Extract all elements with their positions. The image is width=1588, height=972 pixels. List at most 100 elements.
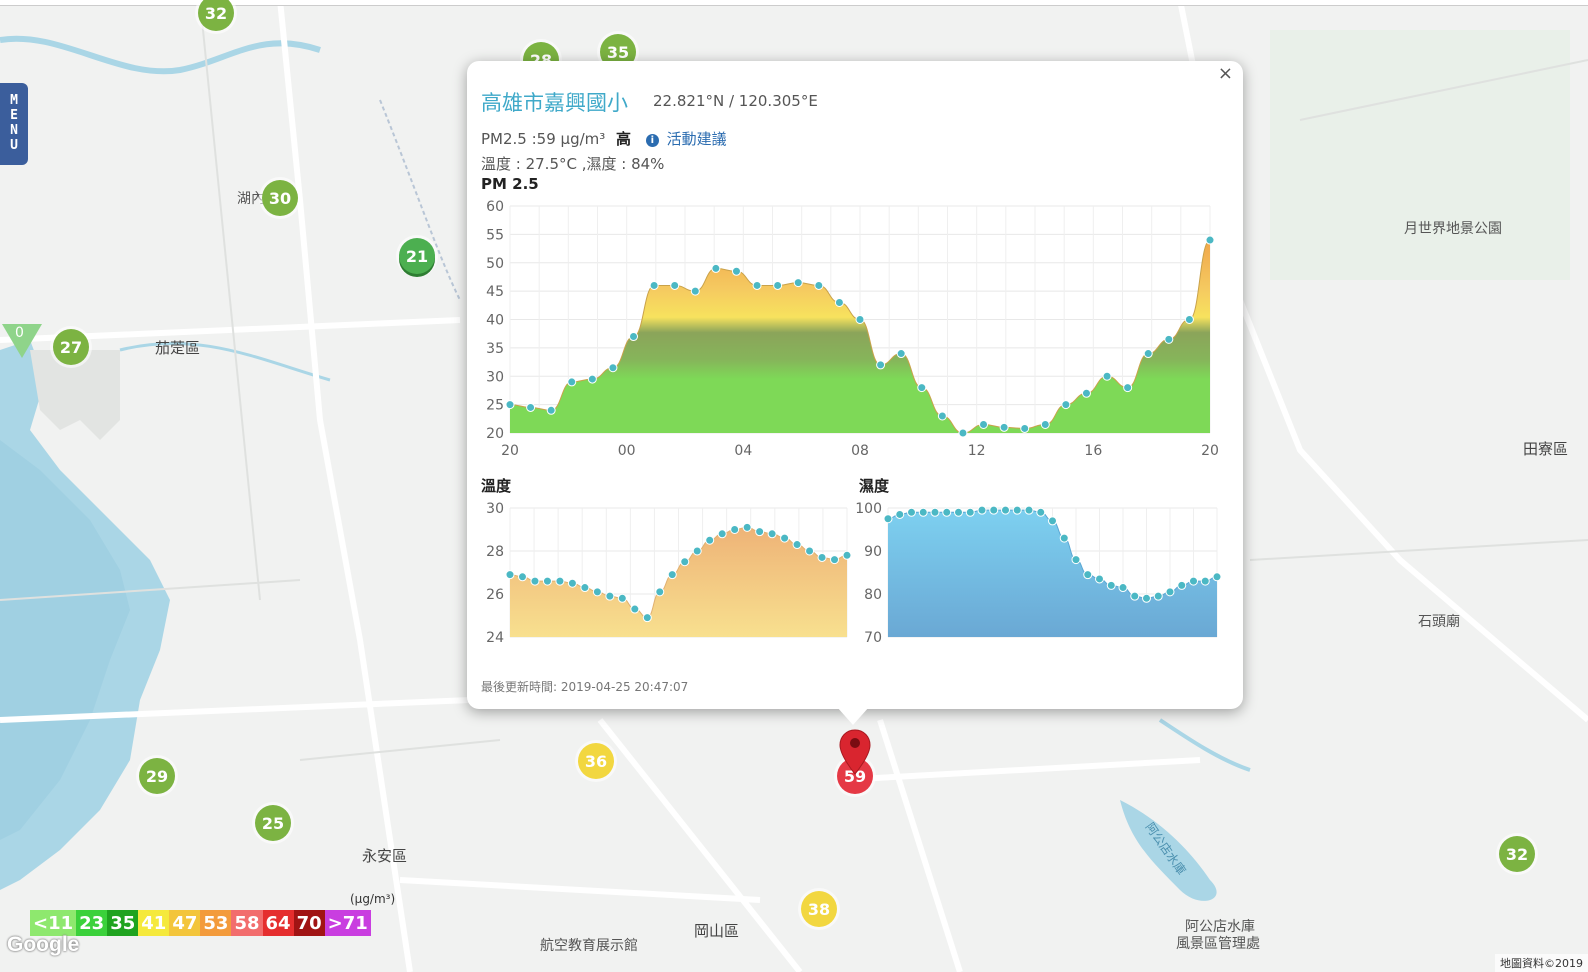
station-coordinates: 22.821°N / 120.305°E bbox=[653, 92, 818, 110]
data-point bbox=[817, 552, 827, 562]
location-pin-icon[interactable] bbox=[838, 728, 872, 776]
series-line bbox=[509, 526, 848, 619]
data-point bbox=[767, 529, 777, 539]
data-point bbox=[842, 550, 852, 560]
place-label: 風景區管理處 bbox=[1176, 936, 1260, 952]
data-point bbox=[793, 278, 803, 288]
data-point bbox=[517, 572, 527, 582]
data-point bbox=[1177, 580, 1187, 590]
data-point bbox=[773, 280, 783, 290]
aqi-marker-triangle[interactable] bbox=[2, 324, 42, 358]
data-point bbox=[605, 591, 615, 601]
y-tick-label: 30 bbox=[486, 369, 504, 385]
data-point bbox=[883, 514, 893, 524]
data-point bbox=[526, 402, 536, 412]
place-label: 月世界地景公園 bbox=[1404, 221, 1502, 237]
menu-label: MENU bbox=[10, 93, 18, 153]
aqi-marker[interactable]: 27 bbox=[53, 329, 89, 365]
y-tick-label: 50 bbox=[486, 256, 504, 272]
aqi-marker-selected[interactable]: 59 bbox=[837, 758, 873, 794]
y-tick-label: 35 bbox=[486, 341, 504, 357]
data-point bbox=[1095, 574, 1104, 584]
aqi-marker[interactable]: 38 bbox=[801, 891, 837, 927]
data-point bbox=[1143, 349, 1153, 359]
data-point bbox=[608, 363, 618, 373]
data-point bbox=[1184, 315, 1194, 324]
place-label: 阿公店水庫 bbox=[1185, 919, 1255, 935]
data-point bbox=[1081, 388, 1091, 398]
data-point bbox=[895, 509, 905, 519]
aqi-marker[interactable]: 36 bbox=[578, 743, 614, 779]
data-point bbox=[1036, 507, 1046, 517]
data-point bbox=[711, 263, 721, 273]
x-tick-label: 12 bbox=[968, 443, 986, 459]
data-point bbox=[670, 280, 680, 290]
station-popup: × 高雄市嘉興國小 22.821°N / 120.305°E PM2.5 :59… bbox=[467, 61, 1243, 709]
aqi-marker[interactable]: 29 bbox=[139, 758, 175, 794]
y-tick-label: 55 bbox=[486, 227, 504, 243]
aqi-marker[interactable]: 32 bbox=[198, 0, 234, 31]
y-tick-label: 20 bbox=[486, 426, 504, 442]
temperature-chart: 溫度 24 26 28 30 bbox=[481, 477, 852, 646]
place-label: 永安區 bbox=[362, 847, 408, 865]
data-point bbox=[617, 593, 627, 603]
data-point bbox=[731, 266, 741, 276]
menu-button[interactable]: MENU bbox=[0, 83, 28, 165]
aqi-marker[interactable]: 21 bbox=[399, 238, 435, 274]
data-point bbox=[1061, 400, 1071, 410]
place-label: 田寮區 bbox=[1523, 440, 1569, 458]
data-point bbox=[752, 280, 762, 290]
data-point bbox=[999, 422, 1009, 432]
x-tick-label: 16 bbox=[1084, 443, 1102, 459]
legend-item: >71 bbox=[324, 910, 371, 936]
data-point bbox=[667, 570, 677, 580]
data-point bbox=[755, 527, 765, 537]
data-point bbox=[642, 613, 652, 623]
data-point bbox=[692, 546, 702, 556]
data-point bbox=[630, 604, 640, 614]
data-point bbox=[1123, 383, 1133, 393]
y-tick-label: 60 bbox=[486, 199, 504, 215]
legend-item: 47 bbox=[169, 910, 201, 936]
place-label: 航空教育展示館 bbox=[540, 938, 638, 954]
data-point bbox=[918, 507, 928, 517]
aqi-marker[interactable]: 25 bbox=[255, 805, 291, 841]
data-point bbox=[1164, 334, 1174, 344]
y-tick-label: 100 bbox=[855, 501, 882, 517]
y-tick-label: 24 bbox=[486, 630, 504, 646]
data-point bbox=[629, 332, 639, 342]
data-point bbox=[780, 533, 790, 543]
humidity-chart: 濕度 70 80 90 100 bbox=[855, 477, 1222, 646]
legend-item: 70 bbox=[293, 910, 325, 936]
map-data-credit[interactable]: 地圖資料©2019 bbox=[1495, 954, 1588, 972]
data-point bbox=[792, 540, 802, 550]
google-logo: Google bbox=[7, 933, 80, 956]
data-point bbox=[505, 570, 515, 580]
data-point bbox=[1102, 371, 1112, 381]
data-point bbox=[1001, 505, 1010, 515]
y-tick-label: 40 bbox=[486, 313, 504, 329]
data-point bbox=[1106, 580, 1116, 590]
aqi-marker[interactable]: 32 bbox=[1499, 836, 1535, 872]
data-point bbox=[567, 377, 577, 387]
activity-suggestion-link[interactable]: 活動建議 bbox=[666, 130, 727, 148]
data-point bbox=[1012, 505, 1022, 515]
data-point bbox=[1118, 583, 1128, 593]
aqi-marker[interactable]: 30 bbox=[262, 180, 298, 216]
data-point bbox=[555, 576, 565, 586]
data-point bbox=[1130, 591, 1140, 601]
data-point bbox=[690, 286, 700, 296]
data-point bbox=[1048, 516, 1057, 526]
info-icon[interactable]: i bbox=[645, 134, 659, 147]
place-label: 岡山區 bbox=[694, 922, 740, 940]
y-tick-label: 28 bbox=[486, 544, 504, 560]
data-point bbox=[717, 529, 727, 539]
data-point bbox=[1200, 576, 1210, 586]
chart-title: 溫度 bbox=[481, 477, 512, 495]
data-point bbox=[546, 405, 556, 415]
legend-item: 41 bbox=[138, 910, 170, 936]
legend-item: 35 bbox=[107, 910, 139, 936]
close-icon[interactable]: × bbox=[1217, 63, 1233, 84]
x-tick-label: 20 bbox=[1201, 443, 1219, 459]
x-tick-label: 00 bbox=[618, 443, 636, 459]
